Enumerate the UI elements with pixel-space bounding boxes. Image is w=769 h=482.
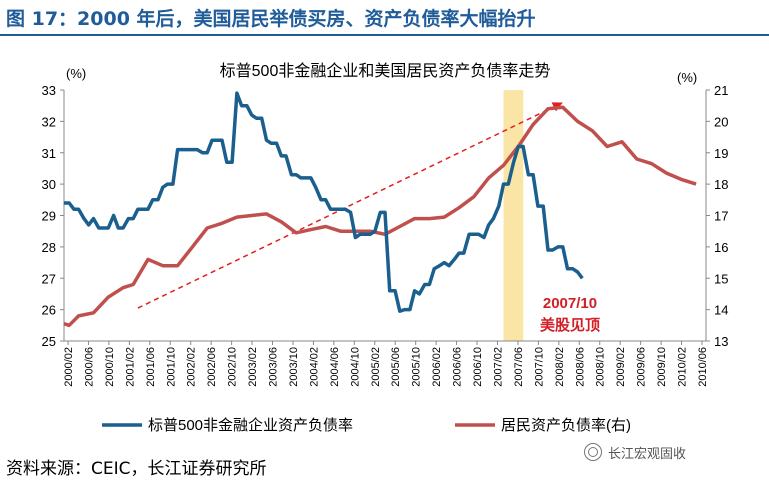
left-tick-label: 29 bbox=[42, 209, 56, 224]
x-tick-label: 2006/02 bbox=[431, 347, 443, 387]
x-tick-label: 2006/10 bbox=[472, 347, 484, 387]
left-tick-label: 27 bbox=[42, 271, 56, 286]
x-tick-label: 2010/02 bbox=[677, 347, 689, 387]
right-tick-label: 14 bbox=[714, 303, 728, 318]
left-tick-label: 33 bbox=[42, 83, 56, 98]
right-tick-label: 19 bbox=[714, 146, 728, 161]
annotation-text: 美股见顶 bbox=[540, 316, 600, 334]
left-axis-unit: (%) bbox=[66, 66, 86, 81]
x-tick-label: 2002/10 bbox=[227, 347, 239, 387]
wechat-logo-icon bbox=[584, 443, 602, 461]
x-tick-label: 2008/10 bbox=[595, 347, 607, 387]
left-tick-label: 26 bbox=[42, 303, 56, 318]
series-sp500-nonfinancial-debt-ratio-line bbox=[63, 91, 584, 313]
x-tick-label: 2009/06 bbox=[636, 347, 648, 387]
trend-arrow bbox=[137, 106, 555, 309]
right-tick-label: 21 bbox=[714, 83, 728, 98]
right-tick-label: 16 bbox=[714, 240, 728, 255]
x-tick-label: 2006/06 bbox=[452, 347, 464, 387]
debt-ratio-chart: 标普500非金融企业和美国居民资产负债率走势 (%) (%) 25 26 27 28 2… bbox=[42, 62, 729, 434]
x-tick-label: 2001/06 bbox=[145, 347, 157, 387]
left-tick-label: 25 bbox=[42, 334, 56, 349]
x-tick-label: 2009/02 bbox=[615, 347, 627, 387]
series-household-debt-ratio-line bbox=[63, 105, 697, 328]
right-tick-label: 17 bbox=[714, 209, 728, 224]
x-tick-label: 2003/10 bbox=[288, 347, 300, 387]
right-axis-unit: (%) bbox=[677, 70, 697, 85]
x-tick-label: 2000/02 bbox=[63, 347, 75, 387]
x-tick-label: 2004/06 bbox=[329, 347, 341, 387]
x-tick-label: 2004/02 bbox=[308, 347, 320, 387]
right-tick-label: 15 bbox=[714, 271, 728, 286]
x-tick-label: 2001/02 bbox=[124, 347, 136, 387]
x-tick-label: 2001/10 bbox=[165, 347, 177, 387]
left-tick-label: 30 bbox=[42, 177, 56, 192]
annotation-year: 2007/10 bbox=[543, 295, 597, 312]
x-tick-label: 2009/10 bbox=[656, 347, 668, 387]
figure-title: 图 17：2000 年后，美国居民举债买房、资产负债率大幅抬升 bbox=[6, 8, 536, 30]
left-tick-label: 32 bbox=[42, 114, 56, 129]
left-tick-label: 28 bbox=[42, 240, 56, 255]
right-tick-label: 13 bbox=[714, 334, 728, 349]
x-tick-label: 2004/10 bbox=[349, 347, 361, 387]
x-tick-label: 2002/06 bbox=[206, 347, 218, 387]
x-tick-label: 2008/06 bbox=[574, 347, 586, 387]
legend: 标普500非金融企业资产负债率 居民资产负债率(右) bbox=[102, 416, 631, 434]
x-tick-label: 2005/10 bbox=[411, 347, 423, 387]
watermark-text: 长江宏观固收 bbox=[608, 446, 687, 462]
x-tick-label: 2002/02 bbox=[186, 347, 198, 387]
x-tick-label: 2005/02 bbox=[370, 347, 382, 387]
x-tick-label: 2010/06 bbox=[697, 347, 709, 387]
right-tick-label: 20 bbox=[714, 114, 728, 129]
x-tick-label: 2007/02 bbox=[492, 347, 504, 387]
x-tick-label: 2000/10 bbox=[104, 347, 116, 387]
x-tick-label: 2000/06 bbox=[83, 347, 95, 387]
peak-highlight-band bbox=[503, 90, 524, 341]
x-tick-label: 2003/06 bbox=[268, 347, 280, 387]
legend-label-blue: 标普500非金融企业资产负债率 bbox=[148, 416, 353, 434]
x-tick-label: 2008/02 bbox=[554, 347, 566, 387]
x-tick-label: 2003/02 bbox=[247, 347, 259, 387]
right-tick-label: 18 bbox=[714, 177, 728, 192]
source-note: 资料来源：CEIC，长江证券研究所 bbox=[6, 459, 267, 479]
left-tick-label: 31 bbox=[42, 146, 56, 161]
x-tick-label: 2007/06 bbox=[513, 347, 525, 387]
chart-title: 标普500非金融企业和美国居民资产负债率走势 bbox=[220, 62, 551, 80]
x-tick-label: 2007/10 bbox=[533, 347, 545, 387]
title-divider bbox=[0, 34, 769, 36]
legend-label-red: 居民资产负债率(右) bbox=[501, 417, 631, 434]
x-tick-label: 2005/06 bbox=[390, 347, 402, 387]
watermark: 长江宏观固收 bbox=[584, 441, 760, 463]
